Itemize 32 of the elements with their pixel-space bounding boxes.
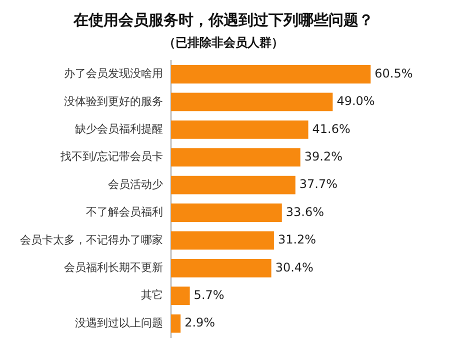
data-label: 2.9%	[184, 316, 216, 330]
data-label: 37.7%	[299, 177, 338, 192]
data-label: 5.7%	[194, 288, 224, 302]
chart-subtitle: （已排除非会员人群）	[164, 35, 284, 50]
data-label: 33.6%	[286, 204, 324, 219]
bar	[171, 314, 181, 333]
bar	[171, 176, 296, 194]
data-label: 41.6%	[312, 122, 350, 136]
data-label: 60.5%	[374, 66, 413, 80]
y-tick-label: 缺少会员福利提醒	[75, 122, 163, 136]
bar	[171, 258, 272, 278]
bar	[171, 148, 300, 167]
y-tick-label: 没遇到过以上问题	[75, 316, 163, 330]
y-tick-label: 办了会员发现没啥用	[64, 67, 163, 80]
data-label: 31.2%	[278, 232, 316, 247]
y-tick-label: 没体验到更好的服务	[64, 94, 163, 108]
bar	[171, 231, 274, 250]
y-tick-label: 会员卡太多，不记得办了哪家	[20, 233, 163, 246]
chart-title: 在使用会员服务时，你遇到过下列哪些问题？	[72, 10, 374, 29]
data-label: 49.0%	[336, 94, 375, 108]
bar	[171, 286, 190, 306]
data-label: 30.4%	[275, 260, 314, 274]
data-label: 39.2%	[304, 149, 342, 164]
bar	[171, 92, 333, 112]
y-tick-label: 找不到/忘记带会员卡	[59, 150, 163, 164]
bar	[171, 204, 282, 222]
y-tick-label: 会员福利长期不更新	[64, 261, 163, 274]
y-tick-label: 会员活动少	[108, 178, 163, 191]
bar	[171, 120, 308, 139]
y-tick-label: 不了解会员福利	[86, 206, 163, 219]
bar	[171, 65, 371, 84]
y-tick-label: 其它	[141, 288, 163, 302]
